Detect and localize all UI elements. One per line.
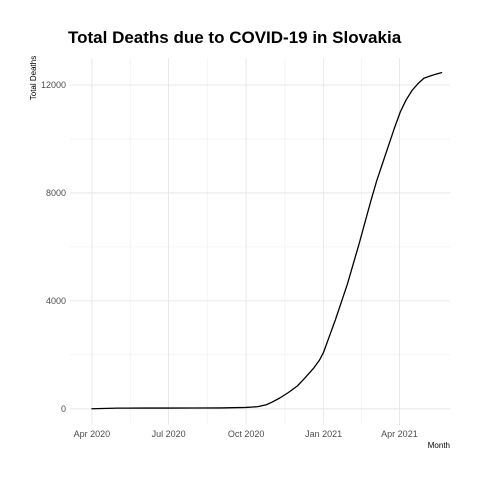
grid [70,58,450,425]
total-deaths-line [91,71,443,410]
x-tick-label: Jan 2021 [305,429,342,439]
y-tick-label: 4000 [46,296,66,306]
x-tick-label: Oct 2020 [228,429,265,439]
y-tick-label: 8000 [46,188,66,198]
x-tick-label: Jul 2020 [152,429,186,439]
y-tick-label: 0 [61,404,66,414]
x-tick-label: Apr 2021 [381,429,418,439]
tick-labels: Apr 2020 Jul 2020 Oct 2020 Jan 2021 Apr 2021… [41,80,418,439]
y-tick-label: 12000 [41,80,66,90]
x-tick-label: Apr 2020 [74,429,111,439]
series-layer [91,71,443,410]
chart-title: Total Deaths due to COVID-19 in Slovakia [68,28,402,47]
y-axis-title: Total Deaths [29,56,38,100]
x-axis-title: Month [428,441,450,450]
